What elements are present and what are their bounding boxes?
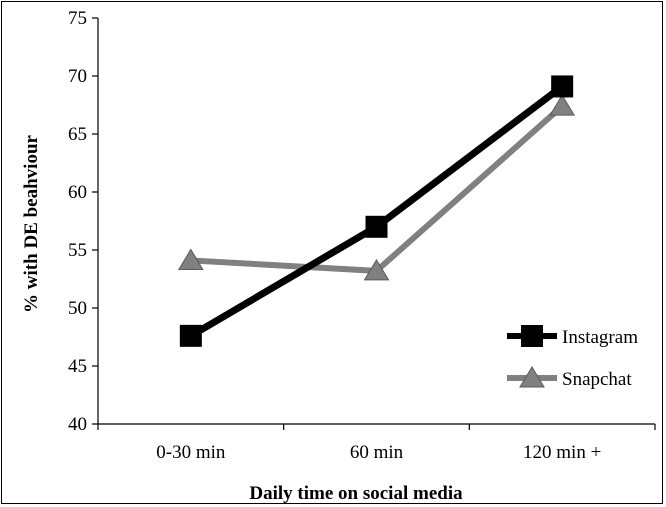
axes bbox=[97, 18, 655, 425]
y-tick-label: 65 bbox=[68, 124, 87, 145]
series-group bbox=[177, 75, 576, 347]
x-axis-title: Daily time on social media bbox=[249, 483, 463, 504]
snapchat-point bbox=[549, 94, 576, 116]
x-tick-label: 120 min + bbox=[523, 442, 601, 463]
instagram-line bbox=[189, 83, 565, 339]
series-snapchat bbox=[177, 94, 576, 281]
y-tick-label: 50 bbox=[68, 298, 87, 319]
legend: Instagram Snapchat bbox=[507, 325, 638, 390]
instagram-point bbox=[365, 215, 388, 238]
x-tick-label: 60 min bbox=[350, 442, 404, 463]
legend-label-instagram: Instagram bbox=[562, 327, 638, 348]
x-axis-ticks: 0-30 min 60 min 120 min + bbox=[97, 424, 656, 463]
y-axis-ticks: 40 45 50 55 60 65 70 75 bbox=[68, 8, 98, 435]
series-instagram bbox=[179, 75, 574, 347]
legend-marker-snapchat bbox=[519, 366, 545, 388]
legend-marker-instagram bbox=[521, 325, 543, 347]
y-tick-label: 40 bbox=[68, 414, 87, 435]
y-tick-label: 55 bbox=[68, 240, 87, 261]
y-tick-label: 70 bbox=[68, 66, 87, 87]
snapchat-point bbox=[363, 258, 390, 281]
x-tick-label: 0-30 min bbox=[156, 442, 226, 463]
instagram-point bbox=[551, 75, 574, 98]
legend-label-snapchat: Snapchat bbox=[562, 369, 632, 390]
y-tick-label: 45 bbox=[68, 356, 87, 377]
y-axis-title: % with DE beahviour bbox=[21, 134, 42, 312]
instagram-point bbox=[179, 324, 202, 347]
y-tick-label: 75 bbox=[68, 8, 87, 29]
y-tick-label: 60 bbox=[68, 182, 87, 203]
snapchat-point bbox=[177, 248, 204, 270]
